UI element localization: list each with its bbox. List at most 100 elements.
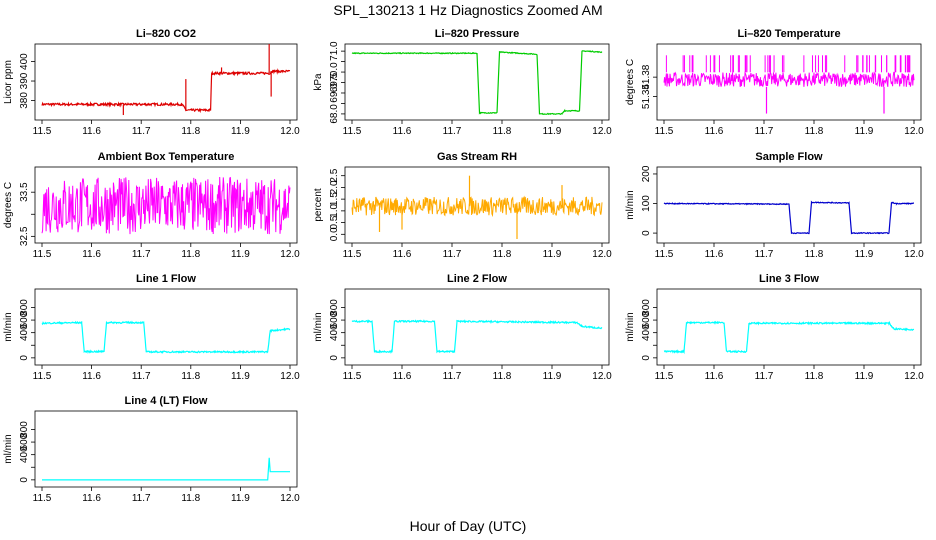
x-tick-label: 11.8 xyxy=(493,371,512,382)
x-tick-label: 11.7 xyxy=(443,371,462,382)
series-line xyxy=(351,319,603,354)
x-tick-label: 11.8 xyxy=(181,126,200,137)
y-tick-label: 400 xyxy=(19,446,30,463)
x-tick-label: 11.8 xyxy=(805,126,824,137)
y-tick-label: 1.5 xyxy=(329,192,340,206)
series-line xyxy=(41,68,291,114)
x-tick-label: 11.9 xyxy=(543,249,562,260)
y-tick-label: 2.0 xyxy=(329,180,340,194)
plot-frame xyxy=(34,410,298,488)
x-tick-label: 11.8 xyxy=(181,493,200,504)
series-band xyxy=(41,176,291,235)
x-tick-label: 12.0 xyxy=(904,126,924,137)
y-tick-label: 0 xyxy=(641,230,652,236)
y-axis-label: ml/min xyxy=(313,312,324,341)
x-tick-label: 11.7 xyxy=(132,493,151,504)
x-tick-label: 11.6 xyxy=(393,126,412,137)
panel-title: Li–820 Temperature xyxy=(737,28,840,40)
x-tick-label: 11.6 xyxy=(82,126,101,137)
y-axis-label: ml/min xyxy=(3,434,14,463)
panel-title: Ambient Box Temperature xyxy=(98,151,235,163)
y-axis-label: kPa xyxy=(313,73,324,91)
y-tick-label: 800 xyxy=(19,299,30,316)
x-tick-label: 11.7 xyxy=(755,249,774,260)
plot-frame xyxy=(656,166,922,244)
x-tick-label: 11.5 xyxy=(33,126,52,137)
x-tick-label: 11.6 xyxy=(705,126,724,137)
series-line xyxy=(663,320,915,355)
y-axis-label: ml/min xyxy=(625,312,636,341)
panel-line2: Line 2 Flow ml/min 11.5 11.6 11.7 11.8 11.9 12.… xyxy=(313,273,612,382)
x-tick-label: 11.6 xyxy=(393,371,412,382)
y-tick-label: 800 xyxy=(19,421,30,438)
x-tick-label: 11.9 xyxy=(231,493,250,504)
series-line xyxy=(663,200,914,235)
panel-title: Sample Flow xyxy=(755,151,823,163)
y-tick-label: 600 xyxy=(329,311,340,328)
x-tick-label: 11.7 xyxy=(132,371,151,382)
y-tick-label: 200 xyxy=(641,165,652,182)
x-tick-label: 11.8 xyxy=(493,249,512,260)
plot-frame xyxy=(656,288,922,366)
y-tick-label: 600 xyxy=(19,311,30,328)
y-tick-label: 400 xyxy=(19,53,30,70)
x-tick-label: 11.9 xyxy=(855,371,874,382)
y-axis-label: degrees C xyxy=(625,59,636,105)
y-tick-label: 33.5 xyxy=(19,182,30,202)
y-tick-label: 0 xyxy=(19,355,30,361)
panel-rh: Gas Stream RH percent 11.5 11.6 11.7 11.8 11.9… xyxy=(313,151,612,260)
panel-title: Li–820 CO2 xyxy=(136,28,196,40)
y-tick-label: 51.34 xyxy=(641,84,652,109)
plot-frame xyxy=(34,166,298,244)
x-tick-label: 11.7 xyxy=(443,249,462,260)
x-tick-label: 11.6 xyxy=(705,371,724,382)
x-tick-label: 11.6 xyxy=(393,249,412,260)
panel-title: Gas Stream RH xyxy=(437,151,517,163)
x-tick-label: 12.0 xyxy=(280,371,300,382)
y-tick-label: 400 xyxy=(19,324,30,341)
x-tick-label: 11.8 xyxy=(181,371,200,382)
panel-line3: Line 3 Flow ml/min 11.5 11.6 11.7 11.8 11.9 12.… xyxy=(625,273,924,382)
y-tick-label: 0 xyxy=(329,355,340,361)
y-axis-label: Licor ppm xyxy=(3,60,14,104)
x-tick-label: 11.6 xyxy=(82,249,101,260)
y-tick-label: 0 xyxy=(641,355,652,361)
x-tick-label: 12.0 xyxy=(280,249,300,260)
y-tick-label: 71.0 xyxy=(329,41,340,61)
y-tick-label: 100 xyxy=(641,195,652,212)
x-tick-label: 11.9 xyxy=(855,126,874,137)
x-tick-label: 11.5 xyxy=(33,493,52,504)
panel-title: Line 4 (LT) Flow xyxy=(125,395,208,407)
plot-frame xyxy=(344,166,610,244)
x-tick-label: 11.5 xyxy=(33,371,52,382)
x-tick-label: 12.0 xyxy=(280,126,300,137)
x-tick-label: 11.5 xyxy=(33,249,52,260)
y-tick-label: 0.5 xyxy=(329,215,340,229)
y-tick-label: 600 xyxy=(641,311,652,328)
x-tick-label: 11.8 xyxy=(493,126,512,137)
x-tick-label: 11.8 xyxy=(805,371,824,382)
y-axis-label: percent xyxy=(313,188,324,222)
series-band xyxy=(663,71,915,88)
y-axis-label: ml/min xyxy=(3,312,14,341)
y-tick-label: 2.5 xyxy=(329,168,340,182)
x-tick-label: 11.9 xyxy=(231,371,250,382)
x-tick-label: 11.7 xyxy=(755,126,774,137)
x-tick-label: 11.7 xyxy=(132,249,151,260)
plot-frame xyxy=(656,43,922,121)
x-tick-label: 12.0 xyxy=(904,371,924,382)
y-axis-label: ml/min xyxy=(625,190,636,219)
panel-line4: Line 4 (LT) Flow ml/min 11.5 11.6 11.7 11.8 11… xyxy=(3,395,300,504)
panel-co2: Li–820 CO2 Licor ppm 11.5 11.6 11.7 11.8 11.9 1… xyxy=(3,28,300,137)
plot-frame xyxy=(344,43,610,121)
y-tick-label: 51.38 xyxy=(641,64,652,89)
x-tick-label: 12.0 xyxy=(592,249,612,260)
plot-frame xyxy=(34,288,298,366)
x-tick-label: 12.0 xyxy=(904,249,924,260)
y-tick-label: 380 xyxy=(19,92,30,109)
x-tick-label: 11.6 xyxy=(82,493,101,504)
x-tick-label: 11.8 xyxy=(181,249,200,260)
y-tick-label: 600 xyxy=(19,433,30,450)
y-tick-label: 69.5 xyxy=(329,72,340,92)
